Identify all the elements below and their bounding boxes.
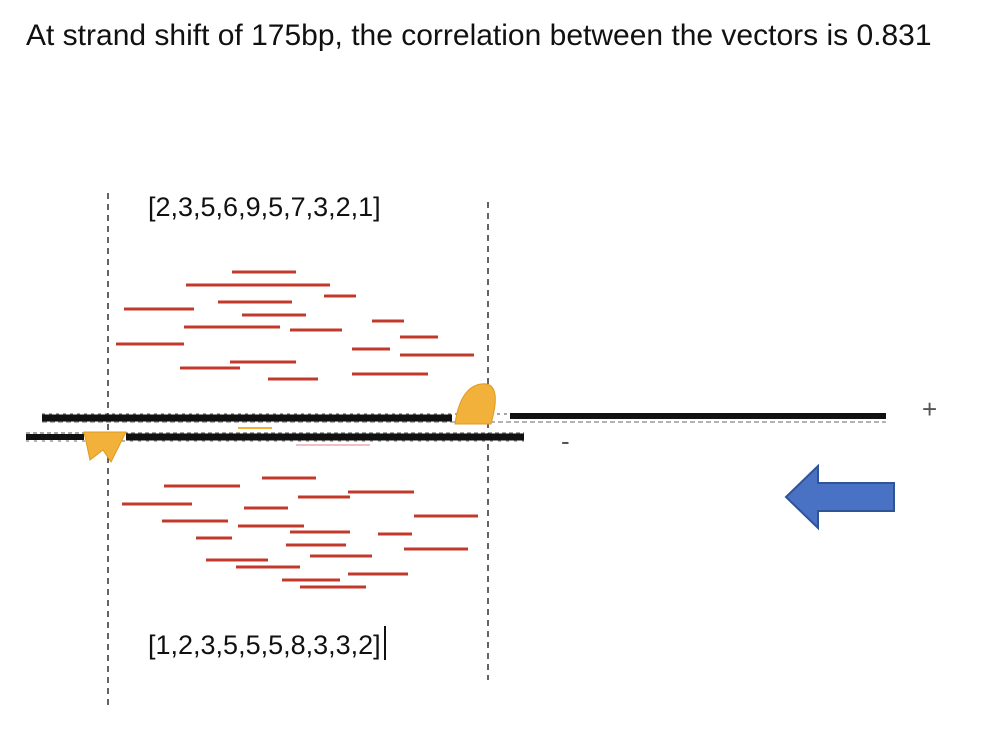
minus-peak-icon	[83, 431, 127, 463]
plus-strand-label: +	[922, 394, 938, 424]
bottom-vector: [1,2,3,5,5,5,8,3,3,2]	[148, 630, 381, 660]
plus-peak-icon	[454, 383, 496, 425]
minus-strand-reads	[122, 476, 478, 589]
bottom-vector-wrapper: [1,2,3,5,5,5,8,3,3,2]	[148, 626, 386, 661]
left-arrow-icon	[784, 463, 895, 531]
page-title: At strand shift of 175bp, the correlatio…	[26, 19, 932, 52]
top-vector: [2,3,5,6,9,5,7,3,2,1]	[148, 192, 381, 222]
minus-strand-label: -	[561, 426, 570, 456]
text-cursor	[383, 626, 386, 660]
plus-strand-reads	[116, 270, 474, 381]
minus-strand	[26, 427, 524, 446]
